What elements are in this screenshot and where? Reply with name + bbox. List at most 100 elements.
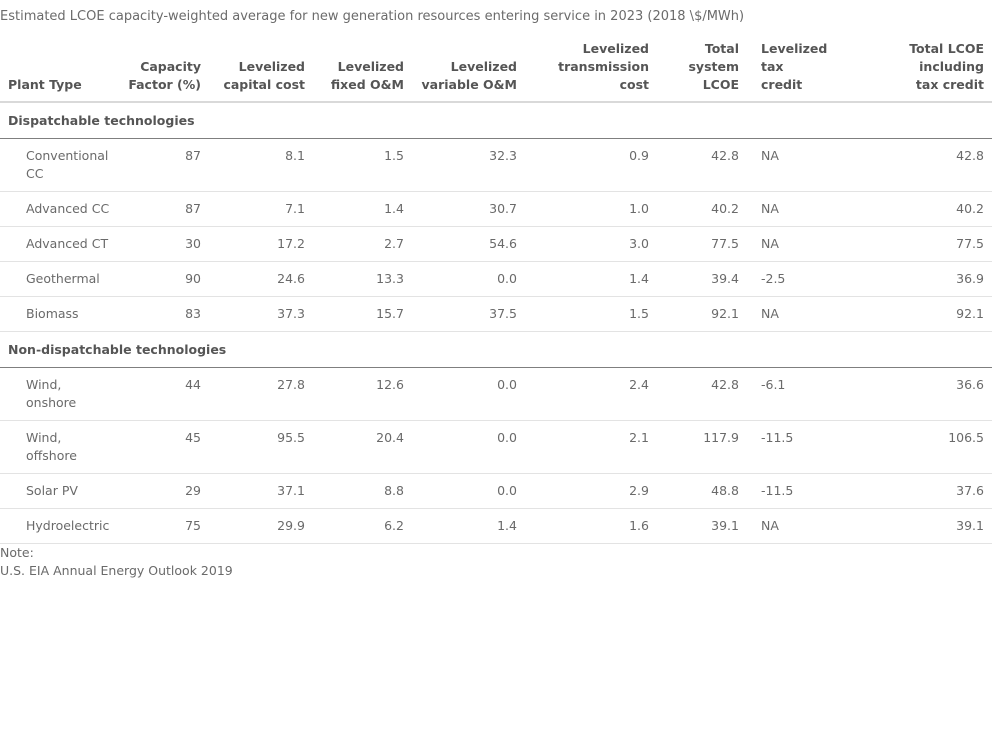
header-tax-credit: Levelized tax credit <box>745 40 835 103</box>
header-variable-om: Levelized variable O&M <box>410 40 523 103</box>
cell-tax-credit: NA <box>745 191 835 227</box>
cell-variable-om: 0.0 <box>410 420 523 474</box>
header-transmission-cost-line-2: transmission cost <box>558 59 649 92</box>
cell-capacity-factor: 45 <box>120 420 207 474</box>
cell-tax-credit: NA <box>745 296 835 332</box>
cell-plant-type: Biomass <box>0 296 120 332</box>
table-note: Note: U.S. EIA Annual Energy Outlook 201… <box>0 544 233 580</box>
header-plant-type: Plant Type <box>0 40 120 103</box>
cell-tax-credit: NA <box>745 226 835 262</box>
header-fixed-om-line-1: Levelized <box>337 59 404 74</box>
table-row: Biomass 83 37.3 15.7 37.5 1.5 92.1 NA 92… <box>0 296 992 332</box>
cell-capacity-factor: 30 <box>120 226 207 262</box>
table-body: Dispatchable technologies Conventional CC… <box>0 102 992 544</box>
cell-total-lcoe: 42.8 <box>655 367 745 421</box>
cell-variable-om: 1.4 <box>410 508 523 544</box>
cell-fixed-om: 1.4 <box>311 191 410 227</box>
table-row: Wind, offshore 45 95.5 20.4 0.0 2.1 117.9… <box>0 420 992 474</box>
cell-total-lcoe: 77.5 <box>655 226 745 262</box>
cell-variable-om: 32.3 <box>410 138 523 192</box>
cell-total-incl-tax: 36.9 <box>835 261 992 297</box>
cell-plant-type: Hydroelectric <box>0 508 120 544</box>
header-fixed-om-line-2: fixed O&M <box>330 77 404 92</box>
cell-tax-credit: NA <box>745 138 835 192</box>
table-caption: Estimated LCOE capacity-weighted average… <box>0 9 745 24</box>
cell-plant-type: Conventional CC <box>0 138 120 192</box>
cell-total-lcoe: 39.4 <box>655 261 745 297</box>
cell-total-incl-tax: 77.5 <box>835 226 992 262</box>
cell-capacity-factor: 83 <box>120 296 207 332</box>
cell-capacity-factor: 75 <box>120 508 207 544</box>
plant-name-line-2: offshore <box>26 448 77 463</box>
cell-total-lcoe: 48.8 <box>655 473 745 509</box>
cell-total-incl-tax: 92.1 <box>835 296 992 332</box>
plant-name-line-1: Wind, <box>26 377 62 392</box>
plant-name-line-2: onshore <box>26 395 77 410</box>
cell-transmission-cost: 1.4 <box>523 261 655 297</box>
cell-total-incl-tax: 106.5 <box>835 420 992 474</box>
cell-tax-credit: -2.5 <box>745 261 835 297</box>
cell-fixed-om: 13.3 <box>311 261 410 297</box>
table-row: Advanced CT 30 17.2 2.7 54.6 3.0 77.5 NA… <box>0 226 992 262</box>
cell-capital-cost: 8.1 <box>207 138 311 192</box>
table-row: Conventional CC 87 8.1 1.5 32.3 0.9 42.8 … <box>0 138 992 192</box>
header-variable-om-line-2: variable O&M <box>421 77 518 92</box>
table-row: Geothermal 90 24.6 13.3 0.0 1.4 39.4 -2.… <box>0 261 992 297</box>
cell-total-incl-tax: 42.8 <box>835 138 992 192</box>
cell-capital-cost: 95.5 <box>207 420 311 474</box>
header-capital-cost-line-1: Levelized <box>238 59 305 74</box>
header-plant-type-label: Plant Type <box>8 77 82 92</box>
cell-plant-type: Advanced CC <box>0 191 120 227</box>
plant-name-line-2: CC <box>26 166 44 181</box>
cell-capital-cost: 7.1 <box>207 191 311 227</box>
lcoe-table: Plant Type Capacity Factor (%) Levelized c… <box>0 40 992 544</box>
group-label: Dispatchable technologies <box>0 102 992 139</box>
header-row: Plant Type Capacity Factor (%) Levelized c… <box>0 40 992 103</box>
note-source: U.S. EIA Annual Energy Outlook 2019 <box>0 563 233 578</box>
header-fixed-om: Levelized fixed O&M <box>311 40 410 103</box>
cell-tax-credit: -11.5 <box>745 420 835 474</box>
cell-transmission-cost: 2.4 <box>523 367 655 421</box>
header-tax-credit-line-1: Levelized <box>761 41 828 56</box>
cell-tax-credit: -6.1 <box>745 367 835 421</box>
cell-transmission-cost: 1.0 <box>523 191 655 227</box>
cell-transmission-cost: 0.9 <box>523 138 655 192</box>
cell-fixed-om: 2.7 <box>311 226 410 262</box>
plant-name-line-1: Conventional <box>26 148 109 163</box>
header-capacity-factor-line-2: Factor (%) <box>128 77 201 92</box>
group-label: Non-dispatchable technologies <box>0 331 992 368</box>
table-row: Hydroelectric 75 29.9 6.2 1.4 1.6 39.1 N… <box>0 508 992 544</box>
cell-total-lcoe: 39.1 <box>655 508 745 544</box>
cell-tax-credit: NA <box>745 508 835 544</box>
cell-variable-om: 30.7 <box>410 191 523 227</box>
group-header-non-dispatchable: Non-dispatchable technologies <box>0 331 992 368</box>
cell-fixed-om: 1.5 <box>311 138 410 192</box>
header-capacity-factor-line-1: Capacity <box>140 59 201 74</box>
cell-transmission-cost: 1.6 <box>523 508 655 544</box>
header-variable-om-line-1: Levelized <box>450 59 517 74</box>
cell-capacity-factor: 90 <box>120 261 207 297</box>
table-header: Plant Type Capacity Factor (%) Levelized c… <box>0 40 992 103</box>
cell-variable-om: 37.5 <box>410 296 523 332</box>
cell-plant-type: Solar PV <box>0 473 120 509</box>
plant-name-line-1: Wind, <box>26 430 62 445</box>
cell-capital-cost: 37.3 <box>207 296 311 332</box>
cell-total-incl-tax: 40.2 <box>835 191 992 227</box>
cell-plant-type: Advanced CT <box>0 226 120 262</box>
header-total-system-lcoe: Total system LCOE <box>655 40 745 103</box>
cell-transmission-cost: 3.0 <box>523 226 655 262</box>
cell-variable-om: 54.6 <box>410 226 523 262</box>
header-total-incl-line-2: tax credit <box>915 77 984 92</box>
cell-total-incl-tax: 36.6 <box>835 367 992 421</box>
cell-capacity-factor: 44 <box>120 367 207 421</box>
cell-fixed-om: 20.4 <box>311 420 410 474</box>
cell-fixed-om: 6.2 <box>311 508 410 544</box>
cell-total-incl-tax: 39.1 <box>835 508 992 544</box>
cell-capacity-factor: 87 <box>120 191 207 227</box>
cell-plant-type: Wind, offshore <box>0 420 120 474</box>
cell-variable-om: 0.0 <box>410 367 523 421</box>
cell-fixed-om: 15.7 <box>311 296 410 332</box>
cell-transmission-cost: 2.9 <box>523 473 655 509</box>
cell-total-lcoe: 40.2 <box>655 191 745 227</box>
cell-total-lcoe: 92.1 <box>655 296 745 332</box>
